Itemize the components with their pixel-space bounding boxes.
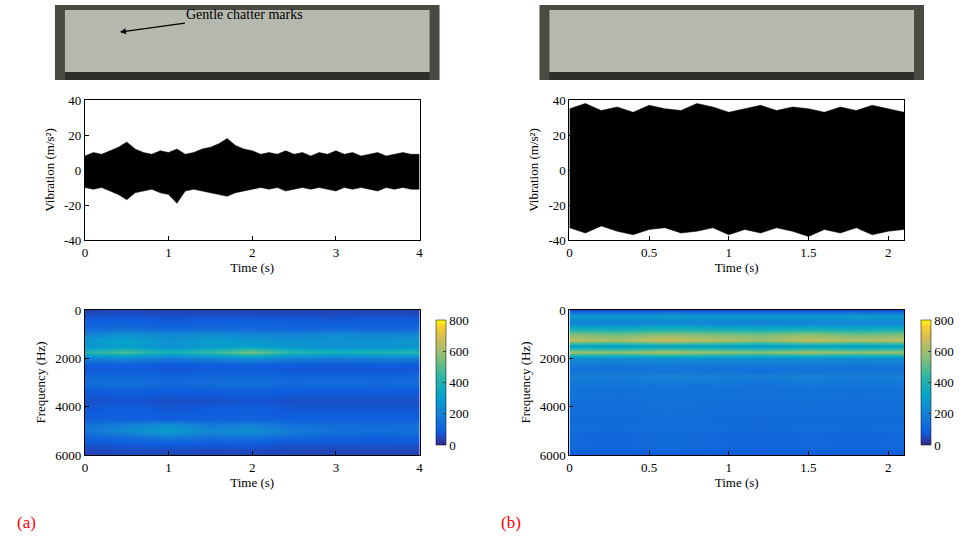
svg-text:1: 1 <box>726 245 733 260</box>
svg-text:-20: -20 <box>64 198 81 213</box>
svg-text:4: 4 <box>416 460 423 475</box>
svg-text:(a): (a) <box>17 513 36 532</box>
svg-text:4000: 4000 <box>55 399 81 414</box>
svg-text:Time (s): Time (s) <box>715 475 759 490</box>
svg-text:0: 0 <box>559 303 566 318</box>
svg-text:2: 2 <box>249 460 256 475</box>
svg-text:20: 20 <box>553 128 566 143</box>
svg-text:Vibration (m/s²): Vibration (m/s²) <box>526 128 541 212</box>
svg-text:600: 600 <box>934 344 954 359</box>
svg-text:2000: 2000 <box>540 351 566 366</box>
svg-text:40: 40 <box>553 93 566 108</box>
svg-text:800: 800 <box>934 313 954 328</box>
svg-text:Vibration (m/s²): Vibration (m/s²) <box>42 128 57 212</box>
svg-text:2: 2 <box>885 245 892 260</box>
svg-text:Time (s): Time (s) <box>715 260 759 275</box>
svg-text:600: 600 <box>449 344 469 359</box>
svg-text:0.5: 0.5 <box>641 460 657 475</box>
svg-text:2: 2 <box>249 245 256 260</box>
svg-text:Time (s): Time (s) <box>230 260 274 275</box>
svg-text:-40: -40 <box>548 233 565 248</box>
svg-text:6000: 6000 <box>540 448 566 463</box>
svg-text:0: 0 <box>559 163 566 178</box>
svg-text:0: 0 <box>75 163 82 178</box>
svg-text:1: 1 <box>165 245 172 260</box>
svg-text:4: 4 <box>416 245 423 260</box>
svg-text:Frequency (Hz): Frequency (Hz) <box>518 342 533 424</box>
svg-text:0: 0 <box>449 438 456 453</box>
svg-text:Frequency (Hz): Frequency (Hz) <box>33 342 48 424</box>
svg-text:(b): (b) <box>501 513 521 532</box>
svg-text:1: 1 <box>726 460 733 475</box>
svg-text:0: 0 <box>566 460 573 475</box>
svg-text:3: 3 <box>333 460 340 475</box>
svg-text:-40: -40 <box>64 233 81 248</box>
svg-text:200: 200 <box>449 406 469 421</box>
svg-text:40: 40 <box>68 93 81 108</box>
svg-text:0: 0 <box>934 438 941 453</box>
svg-text:3: 3 <box>333 245 340 260</box>
svg-text:4000: 4000 <box>540 399 566 414</box>
svg-text:400: 400 <box>449 375 469 390</box>
svg-text:200: 200 <box>934 406 954 421</box>
svg-text:Time (s): Time (s) <box>230 475 274 490</box>
svg-text:20: 20 <box>68 128 81 143</box>
svg-text:1.5: 1.5 <box>800 245 816 260</box>
svg-text:0: 0 <box>566 245 573 260</box>
svg-text:0.5: 0.5 <box>641 245 657 260</box>
svg-text:2000: 2000 <box>55 351 81 366</box>
svg-text:1.5: 1.5 <box>800 460 816 475</box>
svg-text:Gentle chatter marks: Gentle chatter marks <box>186 7 303 22</box>
svg-text:400: 400 <box>934 375 954 390</box>
svg-text:0: 0 <box>75 303 82 318</box>
svg-text:0: 0 <box>82 245 89 260</box>
svg-text:6000: 6000 <box>55 448 81 463</box>
svg-text:1: 1 <box>165 460 172 475</box>
svg-text:0: 0 <box>82 460 89 475</box>
svg-text:2: 2 <box>885 460 892 475</box>
svg-text:-20: -20 <box>548 198 565 213</box>
svg-text:800: 800 <box>449 313 469 328</box>
